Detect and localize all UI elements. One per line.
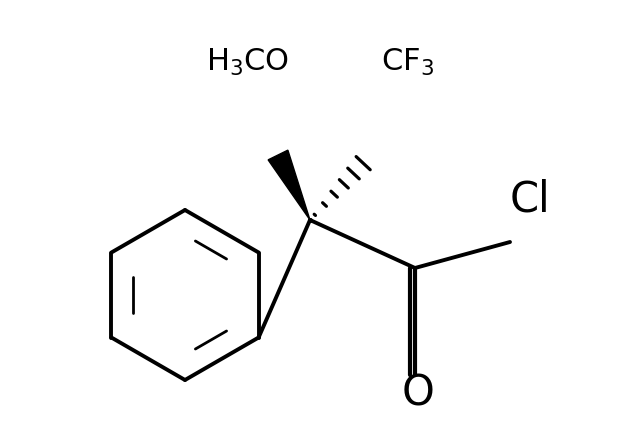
Polygon shape <box>268 150 310 220</box>
Text: Cl: Cl <box>510 179 550 221</box>
Text: H$_3$CO: H$_3$CO <box>206 46 290 78</box>
Text: CF$_3$: CF$_3$ <box>381 46 435 78</box>
Text: O: O <box>401 373 435 415</box>
